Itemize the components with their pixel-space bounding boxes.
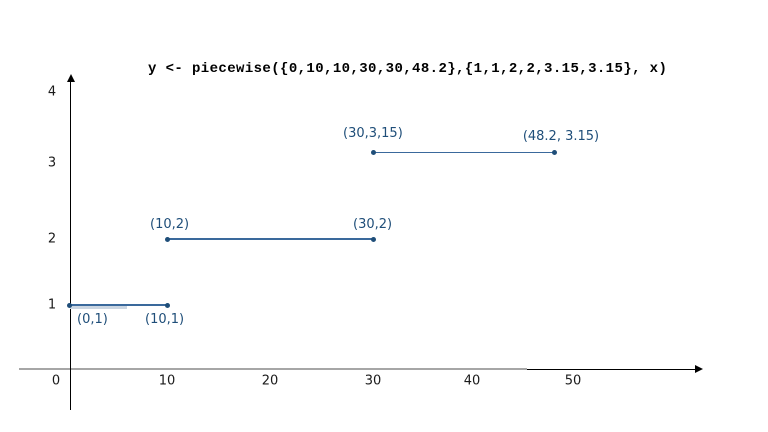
y-tick-label: 2: [47, 231, 57, 247]
x-tick-label: 0: [51, 373, 61, 389]
x-tick-label: 40: [463, 373, 481, 389]
data-point-dot: [164, 302, 170, 308]
x-axis-arrowhead: [695, 365, 703, 373]
data-point-dot: [370, 149, 376, 155]
data-point-dot: [552, 149, 558, 155]
x-tick-label: 30: [364, 373, 382, 389]
segment-highlight: [70, 306, 127, 309]
x-axis-line: [527, 368, 696, 370]
y-tick-label: 3: [47, 155, 57, 171]
point-label: (0,1): [77, 312, 108, 327]
chart-title: y <- piecewise({0,10,10,30,30,48.2},{1,1…: [148, 61, 668, 77]
y-tick-label: 4: [47, 84, 57, 100]
data-point-dot: [66, 302, 72, 308]
y-axis-arrowhead: [66, 74, 75, 82]
x-tick-label: 10: [158, 373, 176, 389]
x-tick-label: 20: [261, 373, 279, 389]
x-axis-line-gray: [19, 368, 527, 370]
point-label: (30,3,15): [343, 126, 403, 142]
point-label: (48.2, 3.15): [522, 129, 600, 145]
segment-line: [373, 151, 555, 154]
segment-line: [167, 238, 373, 240]
point-label: (10,1): [145, 312, 185, 327]
x-tick-label: 50: [564, 373, 582, 389]
y-axis-line: [69, 80, 71, 410]
data-point-dot: [370, 236, 376, 242]
data-point-dot: [164, 236, 170, 242]
point-label: (10,2): [150, 217, 190, 232]
y-tick-label: 1: [47, 297, 57, 313]
point-label: (30,2): [353, 217, 393, 232]
segment-line: [69, 304, 167, 306]
